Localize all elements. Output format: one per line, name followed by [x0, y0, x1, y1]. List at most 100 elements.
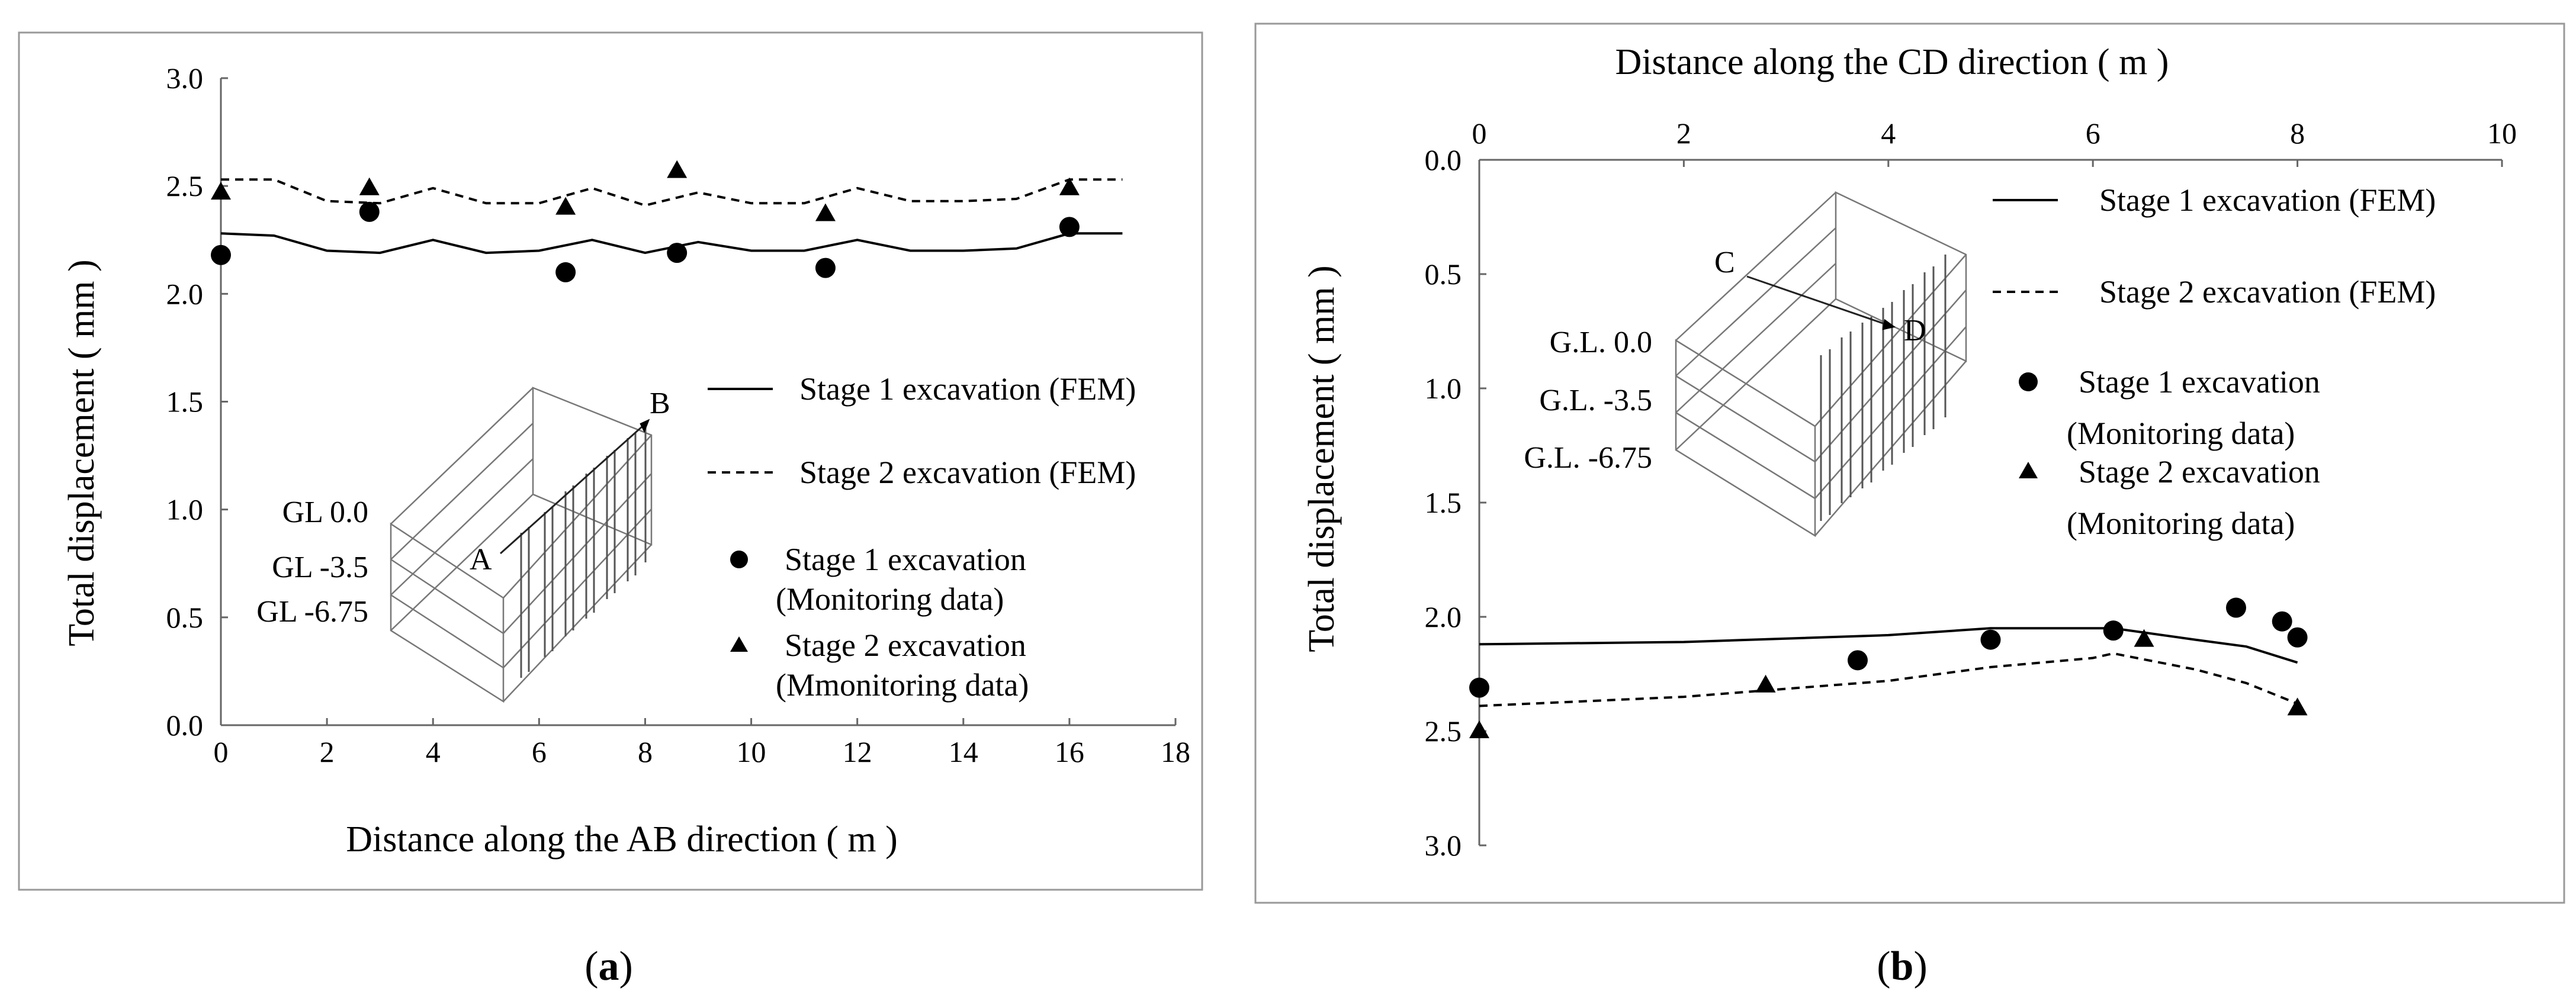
schematic-point-c: C — [1714, 246, 1735, 279]
panel-b-schematic — [1675, 191, 1967, 538]
legend-label: Stage 2 excavation (FEM) — [2099, 274, 2436, 310]
x-tick-label: 0 — [214, 735, 229, 768]
y-tick-label: 3.0 — [166, 62, 204, 95]
x-tick-label: 4 — [1881, 117, 1896, 150]
x-tick-label: 4 — [426, 735, 441, 768]
x-tick-label: 10 — [2487, 117, 2517, 150]
stage-2-monitoring-point — [2287, 697, 2308, 716]
panel-a-legend: Stage 1 excavation (FEM) Stage 2 excavat… — [708, 371, 1136, 703]
stage-2-monitoring-point — [667, 160, 688, 178]
stage-2-monitoring-point — [2134, 629, 2154, 647]
schematic-arrowhead — [640, 419, 650, 433]
panel-a-letter: a — [599, 944, 619, 989]
stage-1-monitoring-point — [211, 244, 231, 265]
stage-1-monitoring-point — [359, 201, 380, 222]
x-tick-label: 18 — [1161, 735, 1190, 768]
panel-b-axes — [1478, 159, 2502, 845]
y-tick-label: 0.5 — [166, 601, 204, 634]
stage-1-monitoring-point — [555, 262, 576, 282]
stage-1-monitoring-point — [667, 243, 688, 263]
x-tick-label: 14 — [949, 735, 978, 768]
y-tick-label: 2.5 — [166, 169, 204, 202]
schematic-point-a: A — [470, 543, 492, 577]
panel-b-xlabel: Distance along the CD direction ( m ) — [1615, 42, 2169, 82]
panel-b-series — [1469, 597, 2308, 738]
panel-b-ylabel: Total displacement ( mm ) — [1302, 265, 1342, 652]
legend-label: (Monitoring data) — [2067, 416, 2295, 451]
schematic-level: GL -6.75 — [256, 595, 368, 629]
schematic-arrowhead — [1882, 318, 1896, 330]
schematic-cd-line — [1746, 275, 1887, 326]
schematic-level: GL -3.5 — [272, 551, 368, 584]
panel-b-ticks: 0 2 4 6 8 10 0.0 0.5 1.0 1.5 2.0 2.5 3.0 — [1425, 117, 2517, 862]
x-tick-label: 16 — [1055, 735, 1084, 768]
panel-a-schematic — [390, 387, 653, 703]
y-tick-label: 2.0 — [1425, 600, 1462, 633]
panel-a-caption: (a) — [584, 944, 633, 989]
legend-label: Stage 1 excavation — [2079, 364, 2320, 400]
stage-2-monitoring-point — [359, 177, 380, 195]
panel-b-letter: b — [1891, 944, 1914, 989]
panel-a-frame — [18, 31, 1203, 891]
stage-1-monitoring-point — [815, 258, 836, 278]
stage-1-monitoring-point — [1980, 629, 2001, 650]
stage-2-monitoring-point — [1755, 674, 1776, 693]
y-tick-label: 1.0 — [1425, 372, 1462, 405]
stage-1-monitoring-point — [2103, 620, 2124, 641]
legend-circle-marker — [730, 551, 748, 568]
legend-label: (Monitoring data) — [776, 581, 1004, 617]
panel-a: 0 2 4 6 8 10 12 14 16 18 0.0 0.5 1.0 1.5 2.0 2.5 3.0 Dis… — [18, 31, 1203, 989]
schematic-level: G.L. -6.75 — [1524, 441, 1652, 475]
legend-label: (Monitoring data) — [2067, 506, 2295, 541]
legend-label: Stage 1 excavation (FEM) — [2099, 182, 2436, 218]
x-tick-label: 2 — [320, 735, 335, 768]
schematic-level: G.L. 0.0 — [1550, 326, 1652, 359]
schematic-level: G.L. -3.5 — [1539, 384, 1652, 417]
y-tick-label: 0.5 — [1425, 258, 1462, 291]
legend-triangle-marker — [730, 636, 748, 652]
stage-2-fem-line — [221, 178, 1123, 207]
panel-a-ylabel: Total displacement ( mm ) — [62, 259, 102, 646]
stage-1-monitoring-point — [2287, 627, 2308, 648]
stage-2-monitoring-point — [815, 203, 836, 221]
panel-a-xlabel: Distance along the AB direction ( m ) — [346, 819, 897, 860]
y-tick-label: 2.5 — [1425, 715, 1462, 748]
schematic-ab-line — [499, 425, 644, 555]
stage-1-monitoring-point — [1847, 650, 1868, 671]
legend-label: Stage 2 excavation — [785, 628, 1026, 663]
legend-label: Stage 2 excavation — [2079, 454, 2320, 490]
y-tick-label: 3.0 — [1425, 829, 1462, 862]
stage-2-monitoring-point — [1059, 177, 1080, 195]
panel-a-ticks: 0 2 4 6 8 10 12 14 16 18 0.0 0.5 1.0 1.5 2.0 2.5 3.0 — [166, 62, 1191, 768]
y-tick-label: 0.0 — [166, 709, 204, 742]
stage-1-monitoring-point — [1059, 217, 1080, 237]
y-tick-label: 1.5 — [166, 385, 204, 419]
schematic-box-face — [532, 387, 653, 546]
panel-b-caption: (b) — [1877, 944, 1928, 989]
panel-a-series — [211, 160, 1123, 282]
x-tick-label: 6 — [532, 735, 547, 768]
legend-label: Stage 1 excavation — [785, 542, 1026, 577]
legend-circle-marker — [2019, 372, 2038, 391]
stage-1-monitoring-point — [2225, 597, 2246, 618]
panel-b: 0 2 4 6 8 10 0.0 0.5 1.0 1.5 2.0 2.5 3.0 Distance al… — [1254, 22, 2565, 989]
stage-2-fem-line — [1479, 652, 2298, 707]
schematic-level: GL 0.0 — [282, 495, 368, 529]
stage-2-monitoring-point — [1469, 720, 1489, 738]
y-tick-label: 0.0 — [1425, 143, 1462, 176]
stage-2-monitoring-point — [555, 197, 576, 215]
x-tick-label: 6 — [2086, 117, 2100, 150]
legend-triangle-marker — [2019, 462, 2038, 478]
stage-1-monitoring-point — [1469, 677, 1489, 698]
panel-b-legend: Stage 1 excavation (FEM) Stage 2 excavat… — [1993, 182, 2436, 541]
x-tick-label: 0 — [1472, 117, 1487, 150]
stage-1-monitoring-point — [2272, 611, 2292, 632]
schematic-box-face — [1675, 339, 1816, 538]
schematic-point-b: B — [650, 387, 670, 420]
x-tick-label: 8 — [2290, 117, 2305, 150]
schematic-point-d: D — [1904, 314, 1926, 347]
y-tick-label: 1.5 — [1425, 486, 1462, 519]
legend-label: Stage 2 excavation (FEM) — [799, 455, 1136, 490]
x-tick-label: 10 — [737, 735, 766, 768]
legend-label: Stage 1 excavation (FEM) — [799, 371, 1136, 407]
